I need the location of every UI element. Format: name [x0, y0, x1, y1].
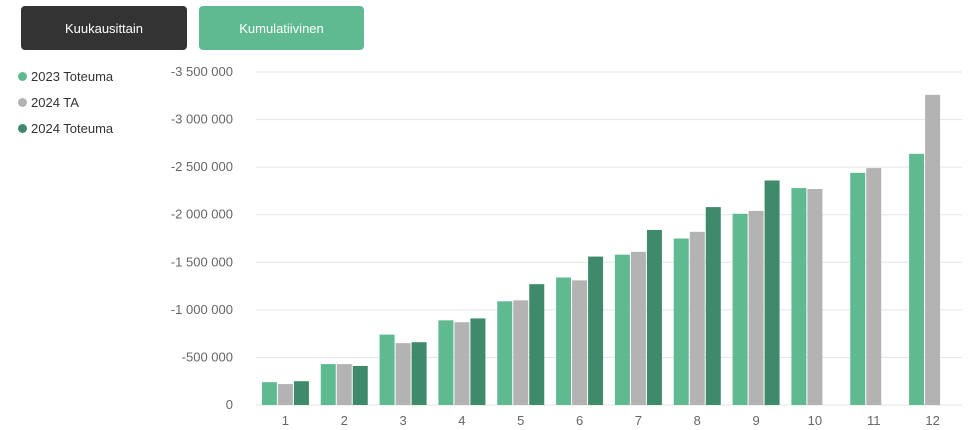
bar-2024-ta-10[interactable]: [807, 189, 823, 405]
bar-2024-ta-3[interactable]: [395, 343, 411, 405]
x-tick-label: 5: [517, 413, 524, 428]
bar-2024-toteuma-1[interactable]: [293, 381, 309, 405]
y-tick-label: 0: [226, 397, 233, 412]
legend-dot-icon: [18, 71, 27, 81]
x-tick-label: 9: [752, 413, 759, 428]
x-tick-label: 11: [867, 413, 881, 428]
cumulative-button[interactable]: Kumulatiivinen: [199, 6, 364, 50]
y-tick-label: -2 500 000: [171, 159, 233, 174]
bar-2024-toteuma-6[interactable]: [588, 256, 604, 405]
bar-2023-toteuma-1[interactable]: [261, 382, 277, 405]
bar-2023-toteuma-4[interactable]: [438, 320, 454, 405]
x-tick-label: 12: [925, 413, 939, 428]
bar-2024-toteuma-8[interactable]: [705, 207, 721, 405]
x-axis: 1 2 3 4 5 6 7 8 9 10 11 12: [282, 413, 940, 428]
x-tick-label: 2: [341, 413, 348, 428]
bar-2024-ta-9[interactable]: [748, 210, 764, 405]
y-tick-label: -3 500 000: [171, 64, 233, 79]
bars: [261, 94, 941, 406]
bar-2024-ta-7[interactable]: [630, 251, 646, 405]
bar-2023-toteuma-3[interactable]: [379, 334, 395, 405]
x-tick-label: 3: [399, 413, 406, 428]
legend-dot-icon: [18, 123, 27, 133]
y-tick-label: -500 000: [182, 349, 233, 364]
bar-2024-ta-12[interactable]: [925, 94, 941, 405]
bar-2023-toteuma-5[interactable]: [497, 301, 513, 405]
bar-2024-toteuma-3[interactable]: [411, 342, 427, 405]
bar-2023-toteuma-8[interactable]: [673, 238, 689, 406]
monthly-button[interactable]: Kuukausittain: [21, 6, 187, 50]
bar-2024-ta-2[interactable]: [336, 364, 352, 405]
bar-2024-toteuma-7[interactable]: [646, 229, 662, 405]
x-tick-label: 4: [458, 413, 465, 428]
y-tick-label: -1 500 000: [171, 254, 233, 269]
bar-2024-ta-8[interactable]: [689, 231, 705, 405]
bar-2024-ta-1[interactable]: [277, 384, 293, 405]
y-tick-label: -3 000 000: [171, 112, 233, 127]
bar-2024-ta-6[interactable]: [572, 280, 588, 405]
y-tick-label: -2 000 000: [171, 207, 233, 222]
x-tick-label: 7: [635, 413, 642, 428]
legend-label: 2024 Toteuma: [31, 120, 114, 136]
x-tick-label: 1: [282, 413, 289, 428]
x-tick-label: 10: [808, 413, 822, 428]
bar-2024-ta-11[interactable]: [866, 168, 882, 405]
bar-2024-ta-5[interactable]: [513, 300, 529, 405]
y-tick-label: -1 000 000: [171, 302, 233, 317]
x-tick-label: 8: [694, 413, 701, 428]
legend-item-2024-ta[interactable]: 2024 TA: [18, 92, 113, 112]
grid-lines: [256, 71, 962, 406]
legend-dot-icon: [18, 97, 27, 107]
bar-2023-toteuma-10[interactable]: [791, 188, 807, 405]
y-axis: 0 -500 000 -1 000 000 -1 500 000 -2 000 000 -…: [171, 64, 233, 412]
legend-item-2023-toteuma[interactable]: 2023 Toteuma: [18, 66, 113, 86]
bar-2023-toteuma-2[interactable]: [320, 364, 336, 405]
bar-2024-toteuma-4[interactable]: [470, 318, 486, 405]
legend-item-2024-toteuma[interactable]: 2024 Toteuma: [18, 118, 113, 138]
bar-2024-ta-4[interactable]: [454, 322, 470, 405]
bar-2023-toteuma-9[interactable]: [732, 213, 748, 405]
bar-2024-toteuma-2[interactable]: [352, 365, 368, 405]
chart-legend: 2023 Toteuma 2024 TA 2024 Toteuma: [18, 66, 113, 144]
bar-2024-toteuma-9[interactable]: [764, 180, 780, 405]
bar-2023-toteuma-6[interactable]: [556, 277, 572, 405]
bar-2023-toteuma-7[interactable]: [614, 254, 630, 405]
bar-2023-toteuma-12[interactable]: [909, 153, 925, 405]
bar-2023-toteuma-11[interactable]: [850, 172, 866, 405]
legend-label: 2024 TA: [31, 94, 79, 110]
bar-2024-toteuma-5[interactable]: [529, 284, 545, 405]
x-tick-label: 6: [576, 413, 583, 428]
legend-label: 2023 Toteuma: [31, 68, 114, 84]
